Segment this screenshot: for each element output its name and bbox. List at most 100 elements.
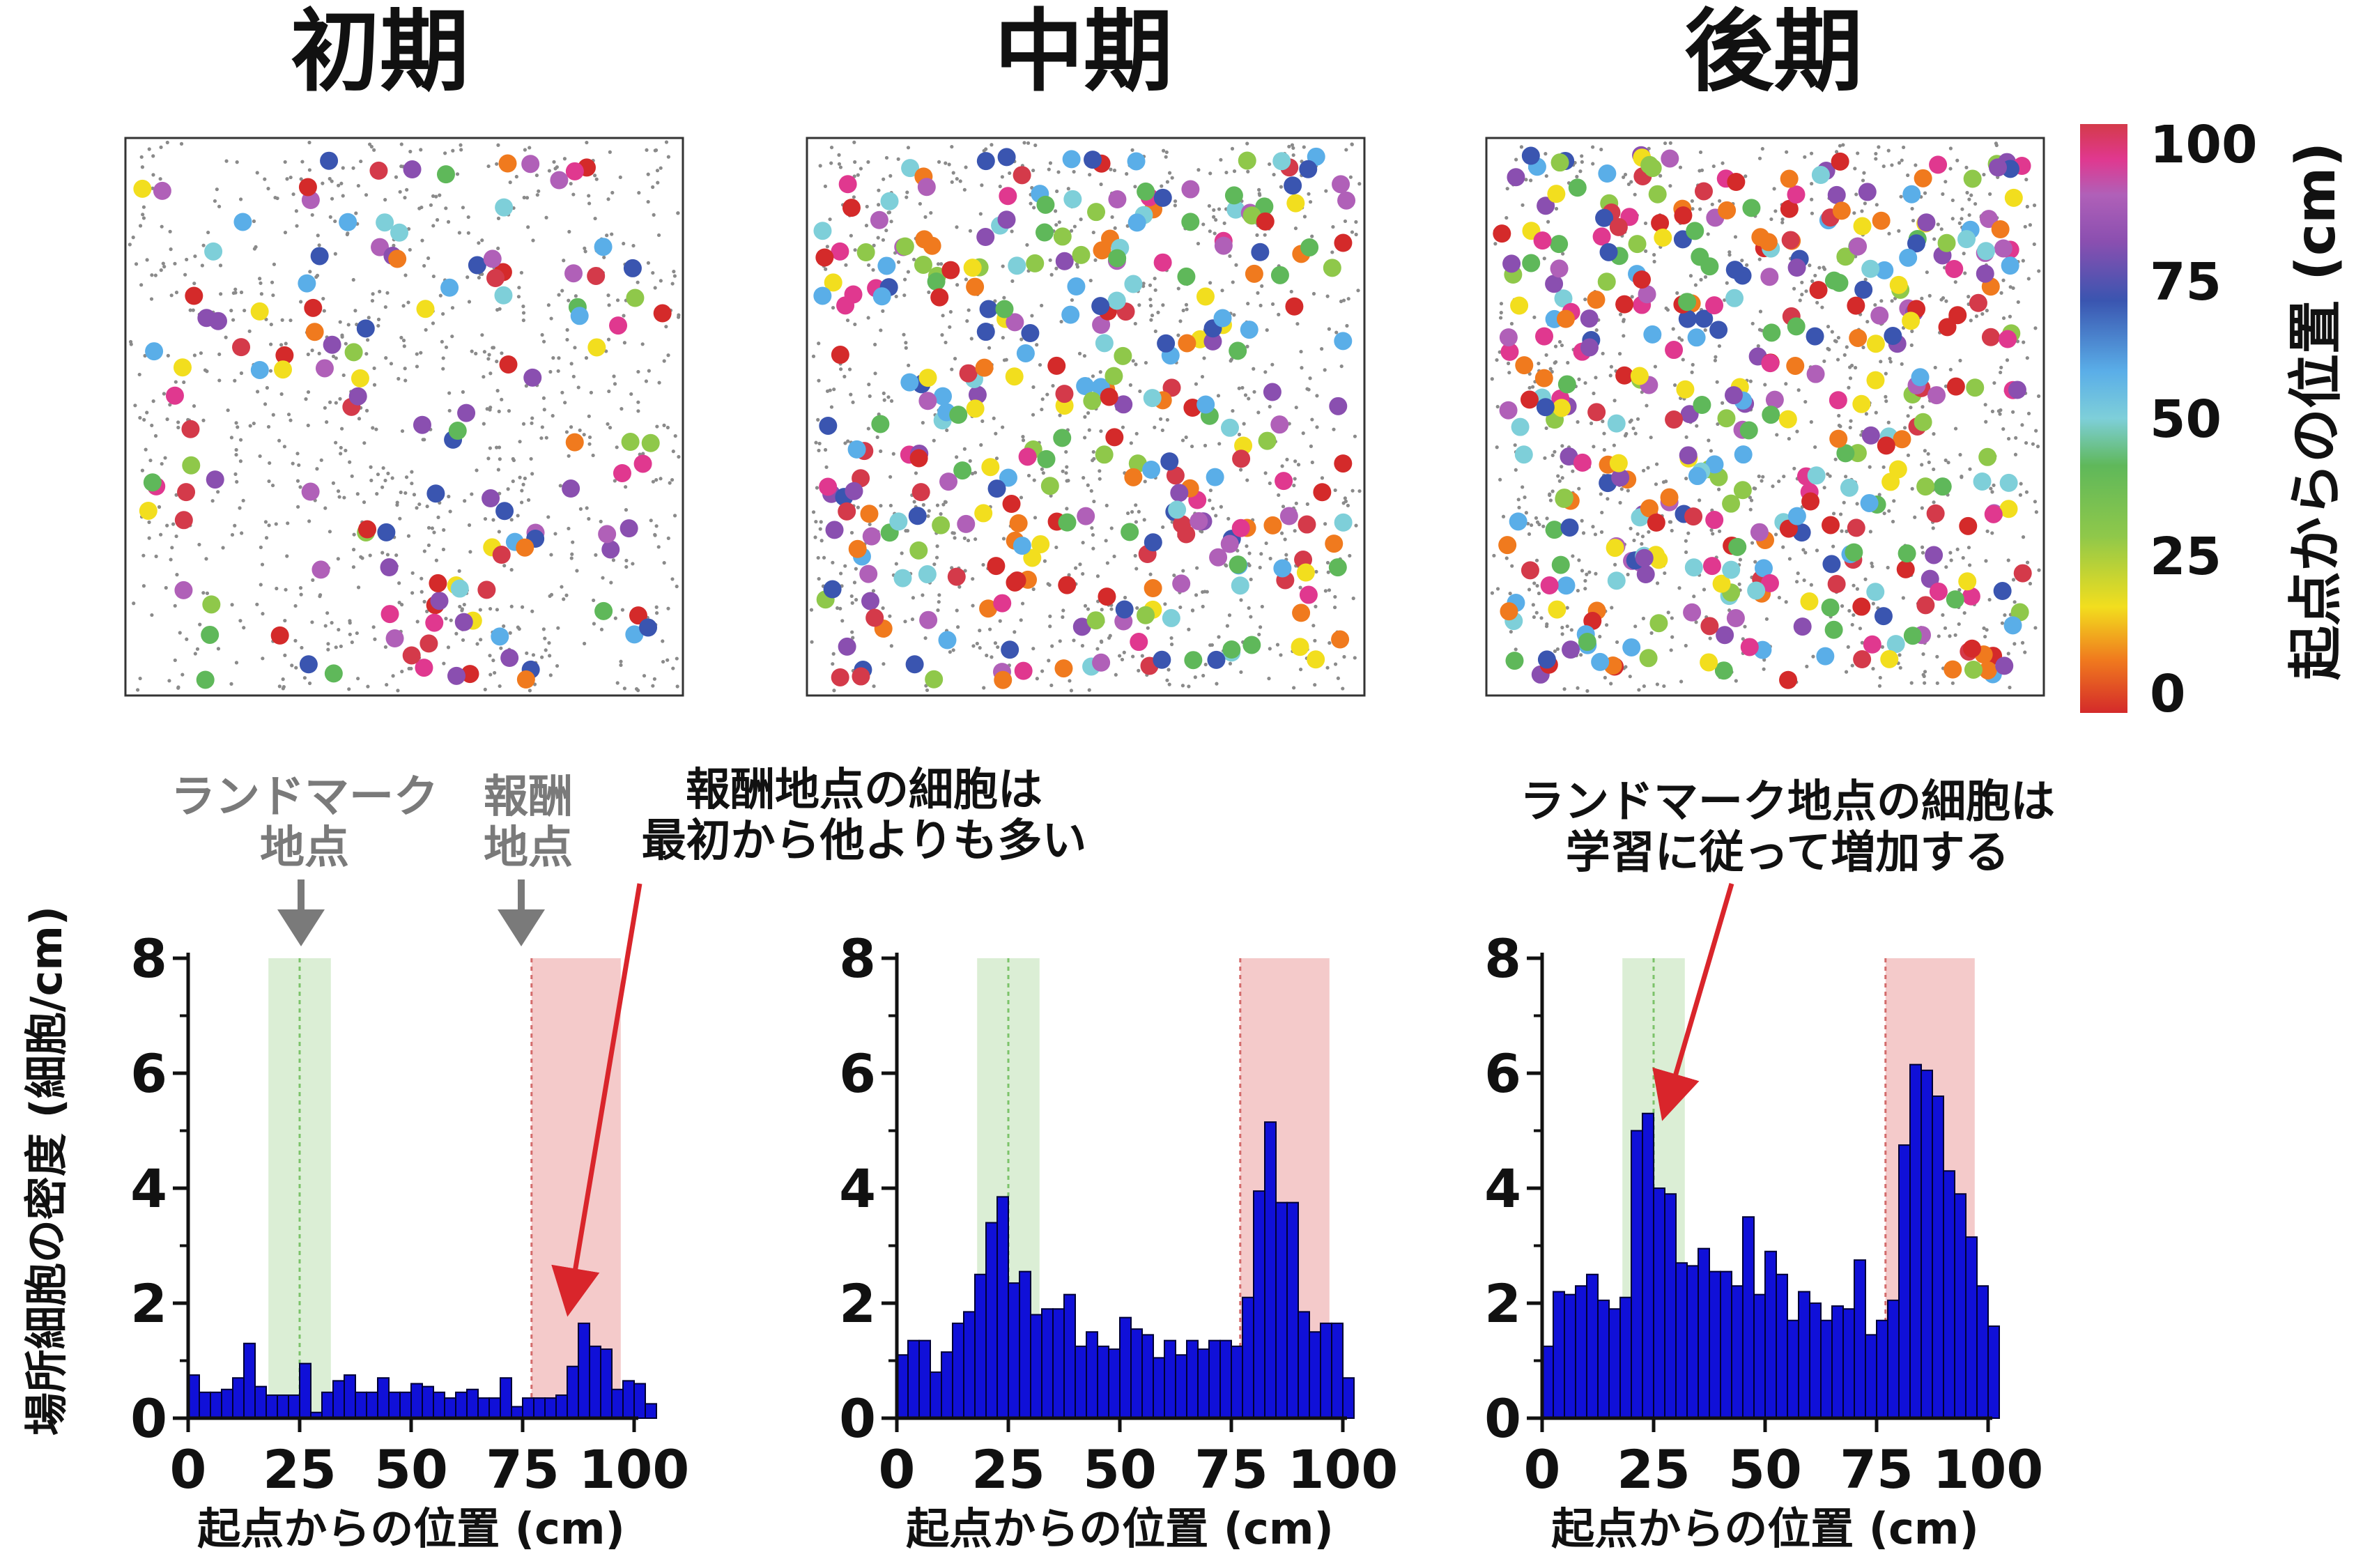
background-cell: [351, 166, 355, 170]
background-cell: [1773, 532, 1778, 537]
background-cell: [1565, 606, 1569, 610]
place-cell-dot: [1275, 472, 1293, 491]
background-cell: [1858, 627, 1863, 631]
background-cell: [1723, 298, 1727, 302]
background-cell: [956, 625, 960, 629]
background-cell: [1208, 281, 1213, 285]
background-cell: [1229, 359, 1233, 363]
background-cell: [348, 632, 352, 636]
background-cell: [435, 217, 440, 222]
background-cell: [2031, 442, 2035, 446]
background-cell: [441, 356, 445, 360]
background-cell: [1542, 256, 1546, 261]
background-cell: [1836, 335, 1840, 340]
place-cell-dot: [495, 198, 514, 217]
histogram-bar: [1954, 1193, 1966, 1419]
background-cell: [397, 601, 401, 605]
background-cell: [376, 317, 381, 321]
background-cell: [879, 328, 883, 332]
background-cell: [1887, 231, 1891, 236]
place-cell-dot: [1328, 558, 1347, 577]
background-cell: [539, 436, 544, 440]
background-cell: [971, 604, 975, 608]
background-cell: [606, 337, 611, 341]
background-cell: [843, 564, 847, 568]
y-axis-label: 場所細胞の密度 (細胞/cm): [21, 906, 72, 1436]
histogram-bar: [1175, 1354, 1187, 1419]
background-cell: [431, 274, 436, 279]
background-cell: [217, 204, 222, 208]
background-cell: [1035, 677, 1039, 681]
place-cell-dot: [1168, 500, 1187, 519]
background-cell: [1592, 391, 1596, 396]
background-cell: [1509, 321, 1514, 326]
background-cell: [1098, 469, 1102, 473]
place-cell-dot: [153, 181, 171, 200]
background-cell: [2005, 358, 2010, 362]
colorbar-title: 起点からの位置 (cm): [2285, 142, 2348, 680]
place-cell-dot: [1190, 512, 1208, 530]
place-cell-dot: [993, 594, 1012, 613]
background-cell: [1110, 215, 1114, 220]
place-cell-dot: [402, 646, 421, 665]
background-cell: [1679, 338, 1684, 342]
background-cell: [818, 164, 822, 168]
background-cell: [615, 681, 619, 685]
background-cell: [1810, 279, 1815, 284]
background-cell: [894, 294, 898, 299]
place-cell-dot: [862, 527, 881, 546]
place-cell-dot: [981, 458, 1000, 477]
place-cell-dot: [824, 273, 842, 292]
background-cell: [1721, 161, 1725, 165]
background-cell: [1001, 264, 1005, 268]
background-cell: [1054, 545, 1059, 550]
background-cell: [1560, 476, 1564, 480]
background-cell: [990, 143, 994, 147]
background-cell: [521, 482, 525, 486]
background-cell: [1780, 220, 1785, 224]
place-cell-dot: [2004, 188, 2023, 207]
background-cell: [368, 553, 372, 558]
background-cell: [1310, 417, 1314, 422]
background-cell: [1247, 606, 1251, 610]
background-cell: [944, 500, 948, 505]
background-cell: [984, 147, 988, 151]
place-cell-dot: [1733, 481, 1752, 500]
place-cell-dot: [1929, 155, 1948, 174]
background-cell: [987, 627, 992, 631]
background-cell: [1967, 563, 1972, 567]
background-cell: [1604, 623, 1609, 627]
background-cell: [1652, 259, 1656, 263]
background-cell: [593, 216, 597, 221]
background-cell: [1025, 243, 1029, 247]
background-cell: [1320, 347, 1324, 351]
histogram-bar: [1008, 1282, 1020, 1419]
background-cell: [1640, 535, 1645, 539]
place-cell-dot: [250, 360, 269, 379]
background-cell: [1553, 361, 1557, 365]
background-cell: [1030, 314, 1034, 318]
background-cell: [173, 261, 177, 266]
place-cell-dot: [174, 511, 193, 530]
place-cell-dot: [598, 525, 617, 544]
background-cell: [1670, 635, 1675, 639]
background-cell: [1212, 208, 1216, 212]
place-cell-dot: [1893, 430, 1911, 449]
background-cell: [204, 557, 208, 561]
histogram-bar: [1976, 1285, 1989, 1419]
background-cell: [994, 431, 998, 436]
background-cell: [1874, 410, 1878, 415]
histogram-bar: [1865, 1334, 1877, 1419]
background-cell: [1923, 681, 1927, 685]
background-cell: [2001, 427, 2006, 431]
background-cell: [399, 142, 403, 146]
background-cell: [1870, 561, 1874, 566]
background-cell: [1268, 481, 1272, 486]
landmark-note-line2: 学習に従って増加する: [1566, 827, 2010, 879]
background-cell: [1184, 435, 1188, 440]
background-cell: [2008, 685, 2012, 690]
background-cell: [1158, 417, 1163, 421]
background-cell: [1909, 343, 1914, 347]
background-cell: [605, 233, 609, 238]
x-tick-label: 75: [1840, 1438, 1914, 1500]
